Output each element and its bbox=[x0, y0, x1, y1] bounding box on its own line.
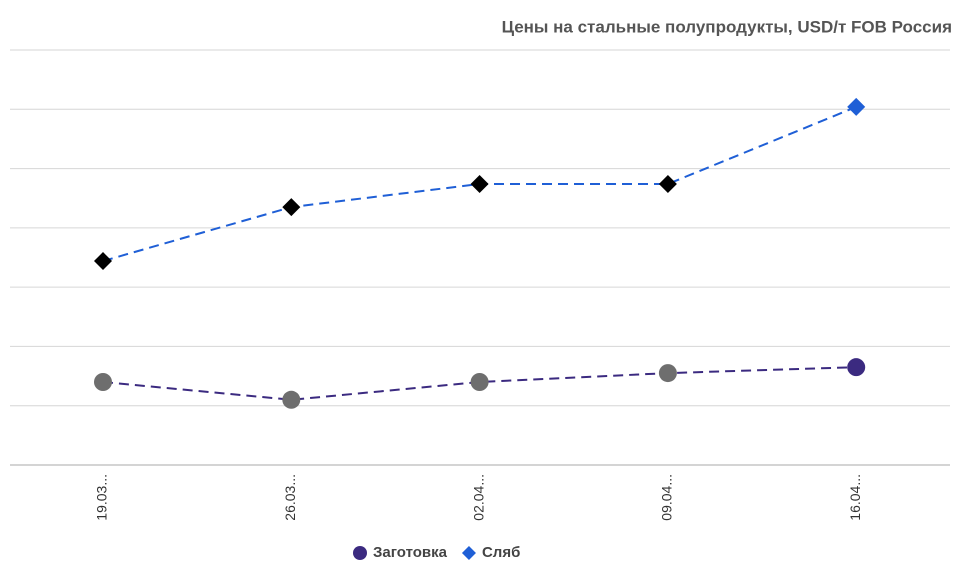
x-tick-label: 19.03... bbox=[94, 474, 110, 521]
marker bbox=[658, 364, 677, 383]
marker bbox=[847, 97, 866, 116]
x-tick-label: 02.04... bbox=[470, 474, 486, 521]
marker bbox=[282, 390, 301, 409]
legend-marker bbox=[353, 546, 367, 560]
marker bbox=[470, 373, 489, 391]
marker bbox=[94, 373, 112, 391]
x-tick-label: 09.04... bbox=[659, 474, 675, 521]
marker bbox=[470, 174, 489, 193]
legend-marker bbox=[461, 546, 476, 560]
marker bbox=[658, 174, 677, 193]
x-tick-label: 16.04... bbox=[847, 474, 863, 521]
marker bbox=[847, 358, 866, 377]
legend-label: Сляб bbox=[482, 544, 520, 561]
series-line bbox=[102, 366, 857, 401]
marker bbox=[282, 198, 301, 217]
marker bbox=[94, 252, 112, 271]
x-tick-label: 26.03... bbox=[282, 474, 298, 521]
legend-label: Заготовка bbox=[373, 544, 448, 561]
chart-title: Цены на стальные полупродукты, USD/т FOB… bbox=[502, 17, 952, 36]
